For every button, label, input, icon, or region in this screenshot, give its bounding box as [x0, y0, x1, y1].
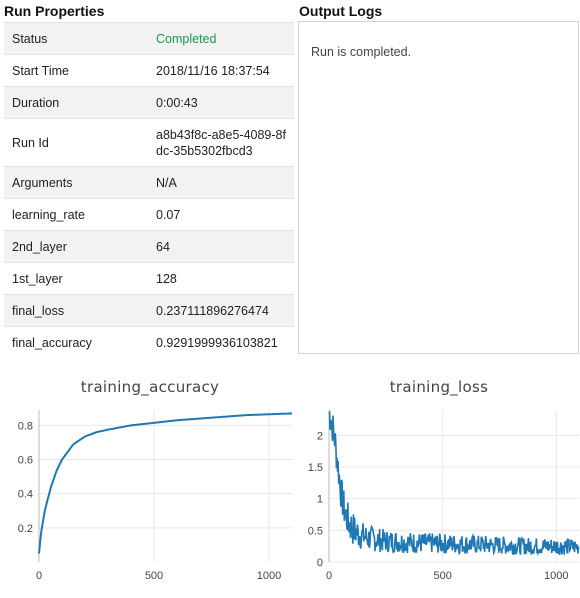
table-row: learning_rate 0.07 [4, 198, 294, 231]
property-key: learning_rate [4, 198, 148, 231]
property-value: 2018/11/16 18:37:54 [148, 54, 294, 87]
series-line [38, 412, 293, 554]
x-tick-label: 1000 [257, 570, 281, 582]
table-row: final_loss 0.237111896276474 [4, 294, 294, 327]
property-key: Run Id [4, 118, 148, 167]
property-key: Duration [4, 86, 148, 119]
table-row: 1st_layer 128 [4, 262, 294, 295]
output-logs-panel[interactable]: Run is completed. [298, 21, 579, 354]
property-key: 2nd_layer [4, 230, 148, 263]
table-row: 2nd_layer 64 [4, 230, 294, 263]
table-row: Start Time 2018/11/16 18:37:54 [4, 54, 294, 87]
run-properties-table: Status Completed Start Time 2018/11/16 1… [4, 22, 294, 359]
property-value: 0:00:43 [148, 86, 294, 119]
log-text: Run is completed. [311, 45, 412, 59]
table-row: Arguments N/A [4, 166, 294, 199]
property-key: final_loss [4, 294, 148, 327]
table-row: Duration 0:00:43 [4, 86, 294, 119]
property-key: final_accuracy [4, 326, 148, 359]
property-value: 128 [148, 262, 294, 295]
table-row: Status Completed [4, 22, 294, 55]
property-value: 0.237111896276474 [148, 294, 294, 327]
y-tick-label: 0.4 [18, 489, 33, 501]
table-row: Run Id a8b43f8c-a8e5-4089-8fdc-35b5302fb… [4, 118, 294, 167]
property-key: Start Time [4, 54, 148, 87]
accuracy-plot[interactable]: 0.2 0.4 0.6 0.8 0 500 1000 [0, 372, 300, 593]
y-tick-label: 1 [317, 494, 323, 506]
property-key: 1st_layer [4, 262, 148, 295]
training-accuracy-chart[interactable]: training_accuracy 0.2 0.4 0.6 0.8 0 500 1000 [0, 372, 300, 593]
y-tick-label: 0.6 [18, 455, 33, 467]
property-key: Arguments [4, 166, 148, 199]
x-tick-label: 0 [36, 570, 42, 582]
property-value: 64 [148, 230, 294, 263]
y-tick-label: 2 [317, 430, 323, 442]
property-key: Status [4, 22, 148, 55]
chart-title: training_loss [389, 378, 489, 396]
training-loss-chart[interactable]: training_loss 0 0.5 1 1.5 2 0 500 1000 [298, 372, 580, 593]
chart-title: training_accuracy [80, 378, 220, 396]
property-value: a8b43f8c-a8e5-4089-8fdc-35b5302fbcd3 [148, 118, 294, 167]
output-logs-title: Output Logs [299, 3, 383, 19]
x-tick-label: 500 [145, 570, 163, 582]
series-line [328, 410, 580, 557]
y-tick-label: 0 [317, 557, 323, 569]
y-tick-label: 0.5 [308, 525, 323, 537]
property-value: N/A [148, 166, 294, 199]
x-tick-label: 0 [326, 570, 332, 582]
property-value: 0.9291999936103821 [148, 326, 294, 359]
table-row: final_accuracy 0.9291999936103821 [4, 326, 294, 359]
x-tick-label: 1000 [544, 570, 568, 582]
y-tick-label: 0.8 [18, 420, 33, 432]
y-tick-label: 0.2 [18, 523, 33, 535]
run-properties-title: Run Properties [4, 3, 105, 19]
y-tick-label: 1.5 [308, 462, 323, 474]
x-tick-label: 500 [433, 570, 451, 582]
loss-plot[interactable]: 0 0.5 1 1.5 2 0 500 1000 [298, 372, 580, 593]
property-value: 0.07 [148, 198, 294, 231]
status-value: Completed [148, 22, 294, 55]
